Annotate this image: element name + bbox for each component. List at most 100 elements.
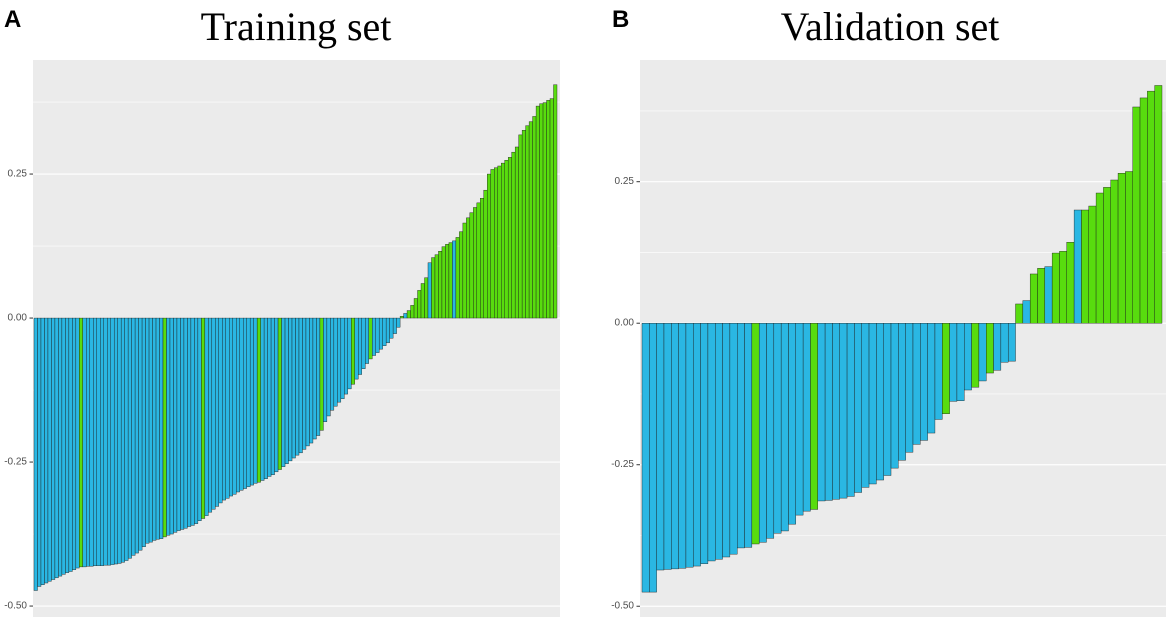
bar	[501, 162, 505, 319]
bar	[476, 202, 481, 319]
bar	[1139, 97, 1148, 324]
y-tick-label: 0.00	[615, 318, 635, 329]
bar	[490, 169, 495, 319]
bar	[242, 317, 247, 489]
bar	[246, 317, 251, 488]
bar	[316, 317, 321, 436]
bar	[288, 317, 293, 462]
bar	[1073, 209, 1082, 324]
bar	[795, 323, 804, 516]
bar	[883, 323, 892, 476]
bar	[58, 317, 63, 577]
bar	[511, 151, 516, 319]
bar	[40, 317, 45, 585]
bar	[1147, 90, 1155, 324]
bar	[166, 317, 171, 536]
bar	[693, 323, 701, 567]
bar	[201, 317, 206, 519]
bar	[535, 105, 540, 319]
bar	[1022, 300, 1031, 324]
bar	[354, 317, 359, 380]
bar	[1059, 251, 1067, 324]
bar	[190, 317, 195, 526]
bar	[347, 317, 352, 390]
bar	[729, 323, 738, 555]
y-tick-label: 0.00	[8, 313, 28, 324]
bar	[455, 237, 460, 319]
bar	[392, 317, 397, 334]
bar	[309, 317, 314, 444]
bar	[1029, 273, 1038, 324]
bar	[469, 212, 474, 319]
bar	[553, 84, 558, 319]
panel-letter-b: B	[612, 6, 629, 33]
panel-letter-a: A	[4, 6, 21, 33]
bar	[267, 317, 272, 477]
bar	[82, 317, 87, 568]
bar	[169, 317, 174, 535]
bar	[912, 323, 921, 445]
bar	[876, 323, 884, 481]
bar	[854, 323, 862, 493]
bar	[218, 317, 223, 504]
bar	[518, 134, 523, 319]
bar	[1095, 192, 1104, 324]
bar	[504, 160, 509, 319]
bar	[920, 323, 928, 441]
bar	[424, 277, 429, 319]
bar	[473, 207, 478, 319]
bar	[846, 323, 855, 497]
bar	[222, 317, 226, 501]
bar	[305, 317, 310, 447]
bar	[978, 323, 987, 382]
bar	[117, 317, 122, 564]
bar	[47, 317, 52, 582]
bar	[208, 317, 213, 513]
bar	[445, 244, 450, 319]
bar	[528, 121, 533, 319]
bar	[86, 317, 90, 567]
bar	[507, 157, 512, 319]
bar	[434, 254, 439, 319]
bar	[898, 323, 906, 461]
bar	[410, 305, 415, 319]
bar	[671, 323, 679, 570]
bar	[61, 317, 66, 575]
bar	[378, 317, 383, 350]
bar	[51, 317, 56, 580]
bar	[549, 98, 554, 319]
bar	[372, 317, 376, 356]
bar	[462, 222, 467, 319]
bar	[817, 323, 826, 502]
bar	[420, 283, 425, 319]
bar	[466, 217, 471, 319]
bar	[802, 323, 811, 512]
bar	[65, 317, 70, 573]
bar	[1088, 205, 1097, 324]
bar	[700, 323, 709, 564]
bar	[751, 323, 760, 545]
bar	[162, 317, 167, 538]
bar	[766, 323, 775, 539]
bar	[546, 100, 551, 319]
bar	[1015, 303, 1024, 324]
bar	[839, 323, 848, 499]
bar	[1103, 187, 1111, 324]
bar	[1000, 323, 1009, 363]
bar	[145, 317, 150, 544]
bar	[337, 317, 342, 403]
bar	[832, 323, 840, 500]
bar	[1132, 106, 1141, 324]
bar	[459, 231, 464, 319]
bar	[68, 317, 73, 572]
bar	[448, 242, 453, 319]
bar	[375, 317, 380, 353]
bar	[413, 298, 418, 319]
bar	[427, 262, 432, 319]
bar	[1037, 268, 1046, 324]
bar	[890, 323, 899, 469]
bar	[722, 323, 731, 558]
chart-title-training: Training set	[201, 4, 392, 49]
bar	[110, 317, 115, 565]
bar	[141, 317, 146, 547]
